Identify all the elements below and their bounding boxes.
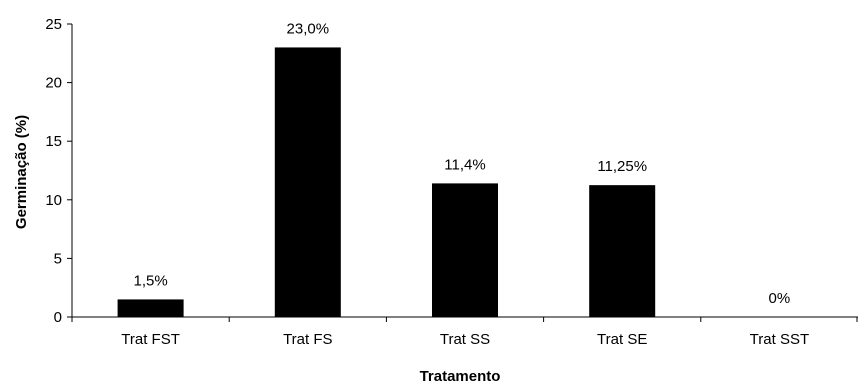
y-tick-label: 0 — [54, 309, 62, 326]
y-tick-label: 5 — [54, 250, 62, 267]
x-tick-label: Trat FST — [121, 331, 180, 348]
bar — [274, 47, 341, 317]
x-axis-title: Tratamento — [420, 368, 501, 385]
bar — [432, 183, 498, 317]
data-label: 0% — [769, 290, 791, 307]
x-tick-label: Trat FS — [283, 331, 332, 348]
y-tick-label: 20 — [45, 75, 62, 92]
data-label: 11,4% — [444, 156, 485, 173]
bars — [117, 47, 656, 317]
x-axis: Trat FST Trat FS Trat SS Trat SE Trat SST — [71, 316, 858, 348]
x-tick-label: Trat SST — [750, 331, 809, 348]
data-label: 23,0% — [287, 20, 330, 37]
data-labels: 1,5% 23,0% 11,4% 11,25% 0% — [133, 20, 790, 307]
x-tick-label: Trat SE — [597, 331, 647, 348]
bar — [589, 185, 656, 317]
y-tick-label: 15 — [45, 133, 62, 150]
y-axis: 0 5 10 15 20 25 — [45, 16, 73, 326]
data-label: 1,5% — [133, 272, 167, 289]
data-label: 11,25% — [597, 158, 647, 175]
y-axis-title: Germinação (%) — [13, 115, 30, 229]
x-tick-label: Trat SS — [440, 331, 490, 348]
y-tick-label: 25 — [45, 16, 62, 33]
y-tick-label: 10 — [45, 192, 62, 209]
bar — [117, 299, 184, 317]
